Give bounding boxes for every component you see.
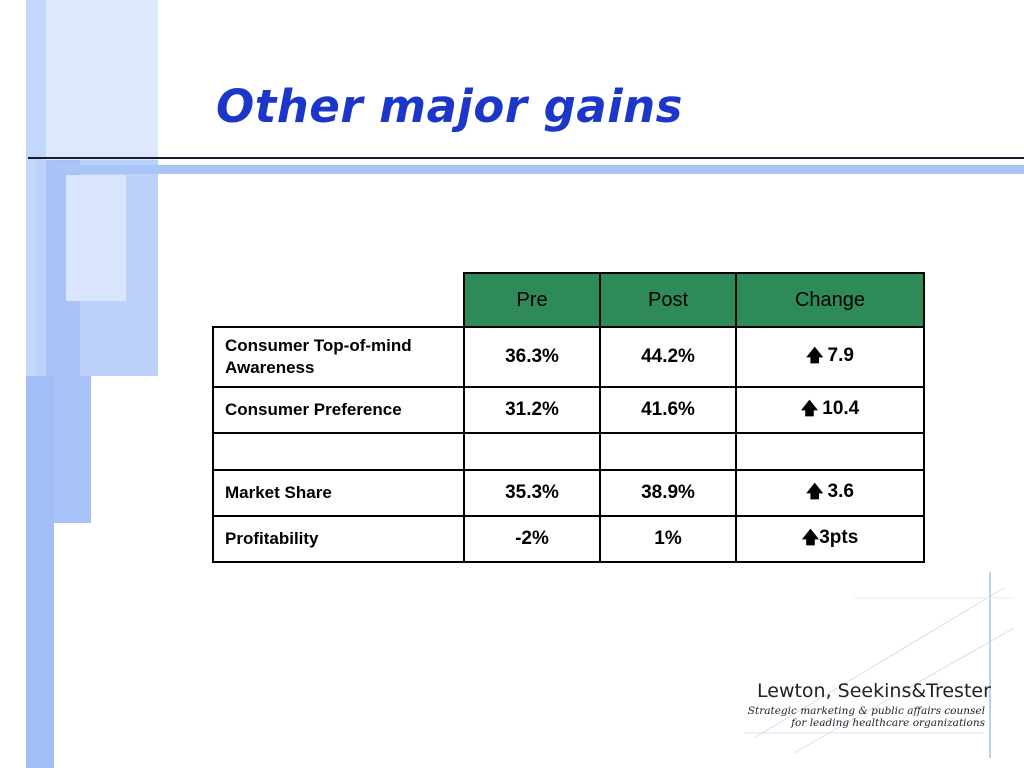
row-label <box>212 432 465 471</box>
logo-tagline-line1: Strategic marketing & public affairs cou… <box>747 705 985 717</box>
row-label: Consumer Preference <box>212 386 465 434</box>
row-change-value: 7.9 <box>827 344 854 366</box>
table-header-post: Post <box>599 272 737 328</box>
table-row-empty <box>212 432 925 471</box>
table-row: Market Share 35.3% 38.9% 🡅 3.6 <box>212 469 925 517</box>
row-change: 🡅 3.6 <box>735 469 925 517</box>
up-arrow-icon: 🡅 <box>806 481 824 501</box>
gains-table: Pre Post Change Consumer Top-of-mind Awa… <box>212 272 925 563</box>
row-post: 38.9% <box>599 469 737 517</box>
row-change: 🡅3pts <box>735 515 925 563</box>
decor-bar-long <box>26 376 54 768</box>
row-post: 1% <box>599 515 737 563</box>
company-logo: Lewton, Seekins&Trester Strategic market… <box>745 680 991 729</box>
logo-backdrop-lines <box>744 572 1015 758</box>
row-change: 🡅 7.9 <box>735 326 925 388</box>
logo-tagline-line2: for leading healthcare organizations <box>791 717 985 729</box>
row-change-value: 3.6 <box>827 480 854 502</box>
table-row: Profitability -2% 1% 🡅3pts <box>212 515 925 563</box>
table-header-blank <box>213 273 464 327</box>
row-change <box>735 432 925 471</box>
row-label: Market Share <box>212 469 465 517</box>
row-label: Consumer Top-of-mind Awareness <box>212 326 465 388</box>
table-header-change: Change <box>735 272 925 328</box>
row-pre: -2% <box>463 515 601 563</box>
up-arrow-icon: 🡅 <box>806 345 824 365</box>
title-divider-accent <box>56 165 1024 174</box>
row-pre: 35.3% <box>463 469 601 517</box>
decor-bar-inner <box>66 175 126 301</box>
up-arrow-icon: 🡅 <box>800 398 819 418</box>
row-change: 🡅 10.4 <box>735 386 925 434</box>
row-label: Profitability <box>212 515 465 563</box>
row-post: 41.6% <box>599 386 737 434</box>
row-pre: 31.2% <box>463 386 601 434</box>
slide-title: Other major gains <box>216 80 683 133</box>
title-divider <box>28 157 1024 159</box>
decor-bar-lower <box>50 376 91 523</box>
table-header-row: Pre Post Change <box>213 272 925 328</box>
row-change-value: 3pts <box>819 526 859 548</box>
logo-name: Lewton, Seekins&Trester <box>757 680 991 702</box>
row-pre: 36.3% <box>463 326 601 388</box>
row-post <box>599 432 737 471</box>
logo-tagline: Strategic marketing & public affairs cou… <box>745 705 985 729</box>
table-header-pre: Pre <box>463 272 601 328</box>
row-change-value: 10.4 <box>822 397 860 419</box>
table-row: Consumer Preference 31.2% 41.6% 🡅 10.4 <box>212 386 925 434</box>
table-row: Consumer Top-of-mind Awareness 36.3% 44.… <box>212 326 925 388</box>
up-arrow-icon: 🡅 <box>801 527 820 547</box>
row-post: 44.2% <box>599 326 737 388</box>
row-pre <box>463 432 601 471</box>
